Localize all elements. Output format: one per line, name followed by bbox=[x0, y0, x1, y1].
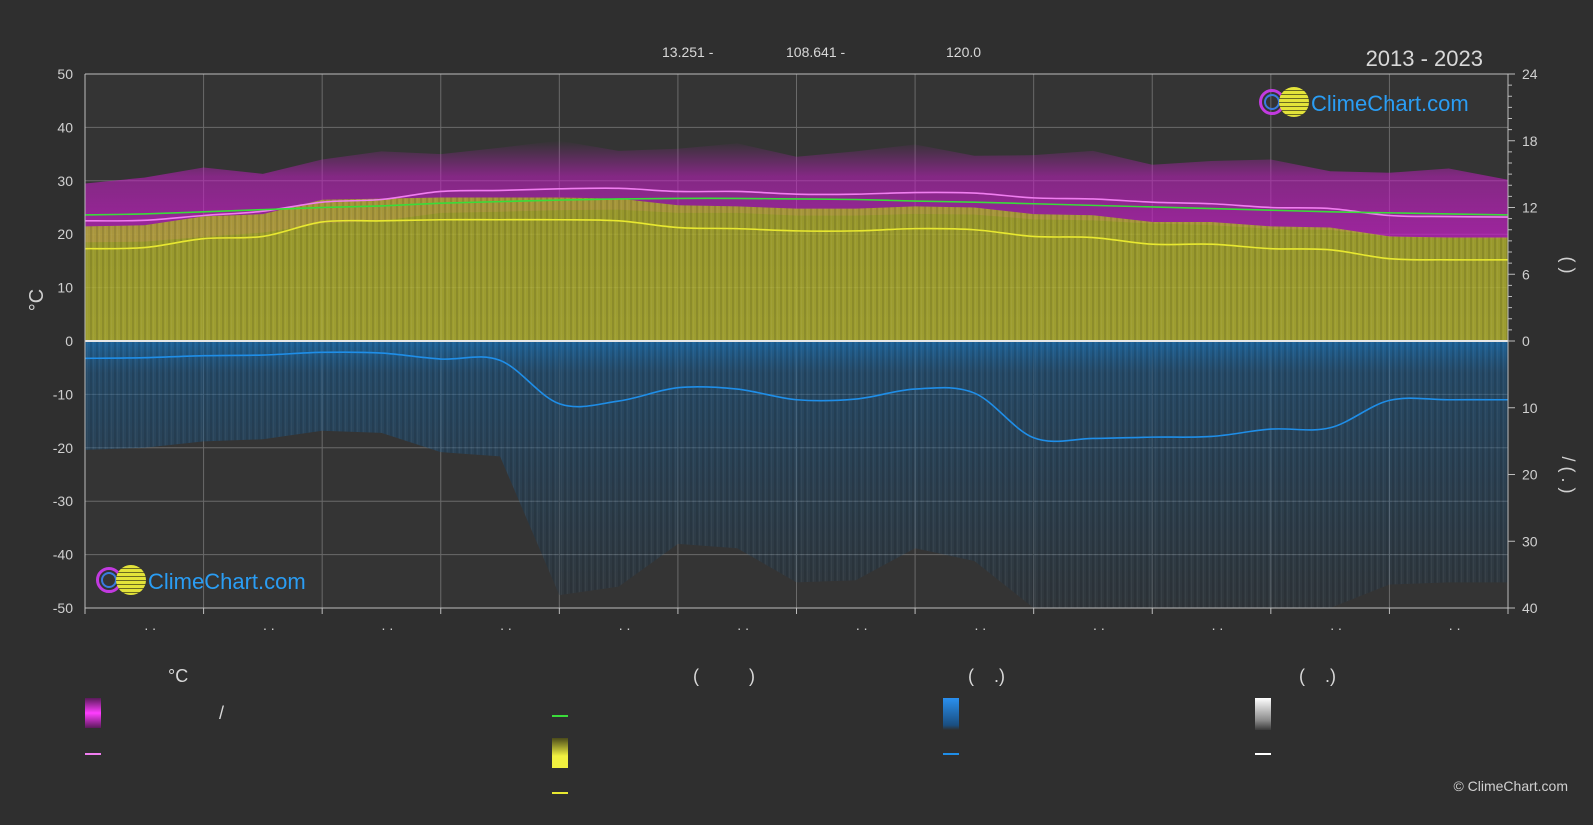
legend-swatch-temp-range bbox=[85, 698, 101, 728]
y-left-tick-label: 0 bbox=[65, 333, 73, 349]
tick-labels: 50 40 30 20 10 0 -10 -20 -30 -40 -50 24 18 12 6 0 10 20 30… bbox=[53, 66, 1538, 633]
y-right-bottom-tick-label: 20 bbox=[1522, 467, 1538, 483]
logo-top[interactable]: ClimeChart.com bbox=[1259, 87, 1469, 121]
y-right-top-tick-label: 6 bbox=[1522, 266, 1530, 282]
legend-swatch-sunshine-line bbox=[552, 792, 568, 794]
coordinate-latitude: 13.251 - bbox=[662, 44, 714, 60]
sunshine-area-texture bbox=[85, 197, 1508, 341]
series-line-2 bbox=[84, 218, 1509, 261]
y-right-top-tick-label: 18 bbox=[1522, 133, 1538, 149]
y-left-tick-label: -40 bbox=[53, 547, 73, 563]
temperature-range-band bbox=[85, 140, 1508, 243]
x-month-label: . . bbox=[1093, 617, 1105, 633]
y-axis-label-left: °C bbox=[26, 289, 48, 311]
y-axis-label-right-top: ( ) bbox=[1558, 257, 1578, 274]
legend-swatch-daylight-line bbox=[552, 715, 568, 717]
y-right-bottom-tick-label: 40 bbox=[1522, 600, 1538, 616]
x-month-label: . . bbox=[974, 617, 986, 633]
legend-swatch-rain-line bbox=[943, 753, 959, 755]
climechart-logo-icon bbox=[96, 565, 148, 599]
logo-bottom[interactable]: ClimeChart.com bbox=[96, 565, 306, 599]
series-lines bbox=[84, 187, 1509, 443]
y-right-top-tick-label: 12 bbox=[1522, 200, 1538, 216]
x-month-label: . . bbox=[737, 617, 749, 633]
x-month-label: . . bbox=[382, 617, 394, 633]
y-left-tick-label: 30 bbox=[57, 173, 73, 189]
x-month-label: . . bbox=[619, 617, 631, 633]
legend-snow-heading: ( .) bbox=[1299, 666, 1336, 686]
legend-swatch-snow-line bbox=[1255, 753, 1271, 755]
legend-rain-heading: ( .) bbox=[968, 666, 1005, 686]
x-month-label: . . bbox=[500, 617, 512, 633]
y-axis-label-right-bottom: / ( . ) bbox=[1558, 457, 1578, 494]
period-label: 2013 - 2023 bbox=[1365, 46, 1483, 71]
x-month-label: . . bbox=[263, 617, 275, 633]
elevation-value: 120.0 bbox=[946, 44, 982, 60]
series-line-3 bbox=[84, 351, 1509, 443]
logo-text: ClimeChart.com bbox=[1311, 91, 1469, 116]
y-left-tick-label: 50 bbox=[57, 66, 73, 82]
y-left-tick-label: -10 bbox=[53, 386, 73, 402]
x-month-label: . . bbox=[1449, 617, 1461, 633]
axes bbox=[84, 73, 1515, 614]
y-left-tick-label: 40 bbox=[57, 119, 73, 135]
y-right-top-tick-label: 0 bbox=[1522, 333, 1530, 349]
legend-slash: / bbox=[219, 703, 225, 723]
y-left-tick-label: 10 bbox=[57, 280, 73, 296]
legend-swatch-snow-range bbox=[1255, 698, 1271, 730]
y-left-tick-label: -50 bbox=[53, 600, 73, 616]
y-right-bottom-tick-label: 30 bbox=[1522, 533, 1538, 549]
y-left-tick-label: -30 bbox=[53, 493, 73, 509]
x-month-label: . . bbox=[1330, 617, 1342, 633]
x-month-label: . . bbox=[1212, 617, 1224, 633]
legend-swatch-sunshine-range bbox=[552, 738, 568, 768]
series-line-1 bbox=[84, 197, 1509, 216]
legend-swatch-temp-mean-line bbox=[85, 753, 101, 755]
precipitation-area-texture bbox=[85, 341, 1508, 608]
y-right-bottom-tick-label: 10 bbox=[1522, 400, 1538, 416]
climechart-logo-icon bbox=[1259, 87, 1311, 121]
series-line-0 bbox=[84, 187, 1509, 222]
y-right-top-tick-label: 24 bbox=[1522, 66, 1538, 82]
x-month-label: . . bbox=[144, 617, 156, 633]
legend-swatch-rain-range bbox=[943, 698, 959, 730]
y-left-tick-label: -20 bbox=[53, 440, 73, 456]
coordinate-longitude: 108.641 - bbox=[786, 44, 846, 60]
bands bbox=[85, 140, 1508, 608]
x-month-label: . . bbox=[856, 617, 868, 633]
logo-text: ClimeChart.com bbox=[148, 569, 306, 594]
y-left-tick-label: 20 bbox=[57, 226, 73, 242]
legend-temperature-heading: °C bbox=[168, 666, 189, 686]
copyright-notice: © ClimeChart.com bbox=[1453, 778, 1568, 794]
legend-sunshine-heading: ( ) bbox=[693, 666, 755, 686]
